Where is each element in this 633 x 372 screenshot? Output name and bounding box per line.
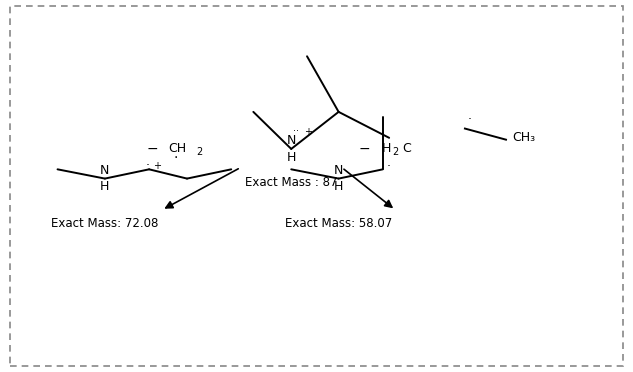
Text: CH₃: CH₃ (512, 131, 536, 144)
Text: ·: · (145, 159, 149, 172)
Text: H: H (100, 180, 110, 193)
Text: ·: · (173, 151, 178, 165)
Text: +: + (304, 127, 311, 137)
Text: H: H (287, 151, 296, 164)
Text: H: H (381, 142, 391, 155)
Text: 2: 2 (196, 147, 203, 157)
Text: N: N (334, 164, 343, 177)
Text: N: N (100, 164, 110, 177)
Text: −: − (146, 142, 158, 156)
Text: −: − (358, 142, 370, 156)
Text: N: N (287, 134, 296, 147)
Text: Exact Mass : 87: Exact Mass : 87 (245, 176, 337, 189)
Text: +: + (153, 161, 161, 171)
Text: C: C (403, 142, 411, 155)
Text: CH: CH (168, 142, 187, 155)
Text: ·: · (387, 160, 391, 173)
Text: Exact Mass: 58.07: Exact Mass: 58.07 (285, 217, 392, 230)
Text: 2: 2 (392, 147, 399, 157)
Text: ··: ·· (293, 126, 299, 136)
Text: Exact Mass: 72.08: Exact Mass: 72.08 (51, 217, 159, 230)
Text: ·: · (467, 113, 472, 126)
Text: H: H (334, 180, 343, 193)
